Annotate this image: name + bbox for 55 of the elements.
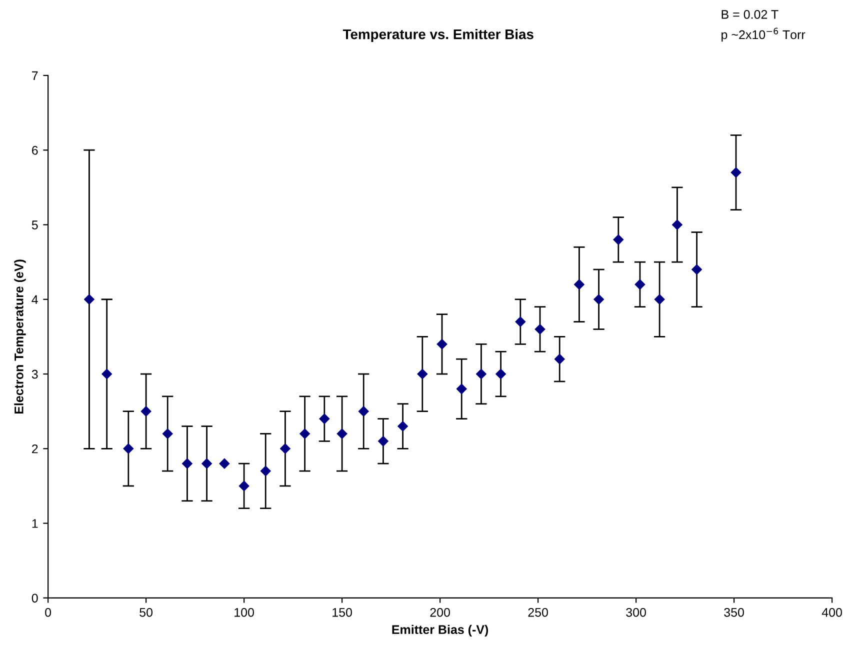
point bbox=[260, 466, 271, 476]
point bbox=[672, 220, 682, 230]
point bbox=[436, 339, 448, 350]
point bbox=[456, 384, 467, 394]
point bbox=[140, 406, 152, 416]
point bbox=[182, 458, 192, 469]
point bbox=[654, 294, 665, 304]
point bbox=[692, 264, 702, 275]
x-tick-label: 0 bbox=[45, 608, 52, 617]
x-axis-title: Emitter Bias (-V) bbox=[392, 624, 488, 636]
point bbox=[202, 458, 212, 469]
point bbox=[123, 444, 134, 454]
point bbox=[319, 414, 330, 424]
y-tick-label: 4 bbox=[32, 295, 38, 304]
point bbox=[219, 458, 230, 469]
y-tick-label: 6 bbox=[32, 146, 38, 155]
point bbox=[102, 368, 112, 380]
point bbox=[730, 167, 742, 178]
point bbox=[84, 294, 94, 304]
point bbox=[417, 368, 428, 380]
x-tick-label: 400 bbox=[822, 608, 842, 617]
y-tick-label: 3 bbox=[32, 370, 38, 379]
text: B = 0.02 T bbox=[722, 10, 778, 19]
point bbox=[378, 436, 388, 446]
point bbox=[300, 428, 310, 439]
point bbox=[398, 421, 408, 432]
y-axis-title: Electron Temperature (eV) bbox=[14, 260, 26, 414]
point bbox=[554, 354, 565, 364]
point bbox=[534, 324, 546, 334]
x-tick-label: 150 bbox=[332, 608, 352, 617]
x-tick-label: 250 bbox=[528, 608, 548, 617]
x-tick-label: 50 bbox=[140, 608, 153, 617]
x-tick-label: 100 bbox=[234, 608, 254, 617]
text: p ~2x10$^{−6}$ Torr bbox=[722, 28, 806, 42]
y-tick-label: 7 bbox=[32, 71, 38, 80]
chart-title: Temperature vs. Emitter Bias bbox=[342, 29, 534, 42]
point bbox=[496, 368, 506, 380]
y-tick-label: 2 bbox=[32, 444, 38, 454]
point bbox=[476, 368, 486, 380]
point bbox=[613, 234, 624, 245]
point bbox=[358, 406, 369, 416]
point bbox=[634, 279, 646, 290]
y-tick-label: 0 bbox=[32, 594, 38, 603]
point bbox=[336, 428, 348, 439]
y-tick-label: 1 bbox=[32, 519, 38, 528]
point bbox=[574, 279, 584, 290]
point bbox=[280, 444, 290, 454]
point bbox=[162, 428, 173, 439]
point bbox=[238, 480, 250, 492]
point bbox=[515, 316, 526, 327]
x-tick-label: 350 bbox=[724, 608, 744, 617]
point bbox=[594, 294, 604, 304]
y-tick-label: 5 bbox=[32, 220, 38, 230]
x-tick-label: 300 bbox=[626, 608, 646, 617]
x-tick-label: 200 bbox=[430, 608, 450, 617]
